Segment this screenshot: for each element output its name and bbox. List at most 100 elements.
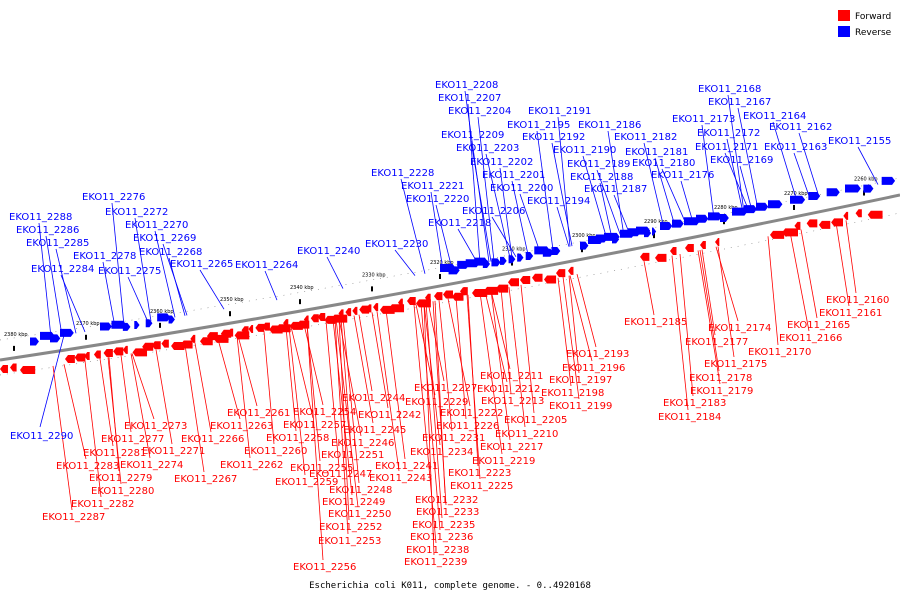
reverse-leader-line: [45, 235, 63, 336]
reverse-gene: [491, 258, 501, 267]
forward-leader-line: [353, 315, 374, 424]
reverse-leader-line: [467, 103, 481, 264]
forward-gene: [338, 309, 344, 318]
forward-leader-line: [643, 261, 655, 316]
reverse-leader-line: [477, 116, 495, 261]
forward-gene: [855, 209, 862, 218]
reverse-gene-label: EKO11_2191: [528, 106, 591, 117]
reverse-gene: [448, 266, 460, 275]
forward-leader-line: [789, 231, 810, 332]
forward-gene-label: EKO11_2247: [309, 469, 372, 480]
forward-track-guide: [0, 212, 900, 376]
reverse-leader-line: [511, 180, 529, 255]
forward-gene: [103, 348, 113, 357]
forward-gene: [132, 348, 148, 357]
forward-leader-line: [569, 275, 593, 362]
reverse-gene: [30, 337, 39, 346]
tick-mark: [439, 273, 441, 279]
forward-gene-label: EKO11_2263: [210, 421, 273, 432]
reverse-leader-line: [470, 140, 492, 262]
reverse-gene: [482, 260, 491, 269]
forward-leader-line: [835, 222, 850, 307]
forward-gene: [685, 243, 694, 252]
forward-gene-label: EKO11_2273: [124, 421, 187, 432]
label-layer: EKO11_2288 EKO11_2286 EKO11_2285 EKO11_2284…: [9, 80, 891, 573]
reverse-gene-label: EKO11_2195: [507, 120, 570, 131]
forward-gene-label: EKO11_2210: [495, 429, 558, 440]
reverse-gene-label: EKO11_2200: [490, 183, 553, 194]
forward-gene-label: EKO11_2179: [690, 386, 753, 397]
forward-gene-label: EKO11_2241: [375, 461, 438, 472]
tick-label: 2270 kbp: [784, 191, 808, 197]
forward-leader-line: [845, 220, 857, 294]
reverse-gene-label: EKO11_2187: [584, 184, 647, 195]
forward-gene-label: EKO11_2260: [244, 446, 307, 457]
reverse-gene-label: EKO11_2181: [625, 147, 688, 158]
forward-leader-line: [358, 314, 373, 392]
reverse-gene-label: EKO11_2286: [16, 225, 79, 236]
forward-leader-line: [568, 275, 580, 374]
reverse-gene-label: EKO11_2268: [139, 247, 202, 258]
forward-gene: [496, 284, 509, 293]
reverse-gene: [660, 221, 673, 230]
forward-gene-label: EKO11_2227: [414, 383, 477, 394]
forward-leader-line: [342, 317, 360, 484]
forward-gene: [180, 340, 193, 349]
forward-gene-label: EKO11_2274: [120, 460, 183, 471]
forward-gene-label: EKO11_2229: [405, 397, 468, 408]
forward-gene-label: EKO11_2196: [562, 363, 625, 374]
forward-gene-label: EKO11_2245: [343, 425, 406, 436]
forward-leader-line: [237, 335, 258, 407]
legend: Forward Reverse: [838, 10, 892, 38]
tick-label: 2380 kbp: [4, 332, 28, 338]
reverse-gene-label: EKO11_2272: [105, 207, 168, 218]
reverse-leader-line: [154, 230, 176, 318]
reverse-leader-line: [793, 152, 811, 199]
forward-leader-line: [236, 335, 251, 459]
forward-leader-line: [679, 253, 694, 397]
reverse-gene-label: EKO11_2240: [297, 246, 360, 257]
forward-gene: [113, 347, 124, 356]
forward-gene-label: EKO11_2271: [142, 446, 205, 457]
reverse-gene: [684, 217, 700, 226]
reverse-gene-label: EKO11_2276: [82, 192, 145, 203]
tick-label: 2260 kbp: [854, 177, 878, 183]
forward-gene: [276, 324, 291, 333]
forward-leader-line: [371, 312, 389, 409]
forward-gene: [0, 365, 8, 373]
forward-gene: [161, 339, 169, 348]
reverse-gene-label: EKO11_2264: [235, 260, 298, 271]
tick-label: 2370 kbp: [76, 321, 100, 327]
forward-leader-line: [500, 288, 512, 395]
tick-label: 2280 kbp: [714, 205, 738, 211]
forward-leader-line: [376, 311, 400, 472]
reverse-gene-label: EKO11_2167: [708, 97, 771, 108]
forward-gene-label: EKO11_2267: [174, 474, 237, 485]
forward-gene: [794, 221, 801, 230]
forward-gene: [556, 269, 566, 278]
forward-gene-label: EKO11_2279: [89, 473, 152, 484]
forward-leader-line: [107, 357, 122, 485]
reverse-leader-line: [168, 257, 186, 316]
forward-gene: [818, 220, 831, 229]
forward-gene: [227, 328, 234, 337]
forward-leader-line: [438, 300, 453, 432]
forward-gene: [303, 315, 309, 324]
forward-gene-label: EKO11_2257: [283, 420, 346, 431]
reverse-leader-line: [499, 167, 513, 258]
reverse-leader-line: [726, 138, 744, 213]
reverse-leader-line: [134, 217, 152, 322]
forward-gene: [65, 355, 75, 364]
forward-gene: [655, 253, 667, 262]
tick-label: 2290 kbp: [644, 219, 668, 225]
reverse-gene: [808, 192, 821, 201]
forward-leader-line: [479, 292, 503, 455]
reverse-gene: [50, 334, 61, 343]
forward-leader-line: [194, 342, 212, 433]
reverse-leader-line: [400, 178, 426, 274]
forward-leader-line: [466, 294, 481, 480]
forward-leader-line: [671, 255, 689, 411]
forward-leader-line: [99, 358, 114, 447]
forward-gene-label: EKO11_2223: [448, 468, 511, 479]
forward-leader-line: [490, 290, 511, 441]
